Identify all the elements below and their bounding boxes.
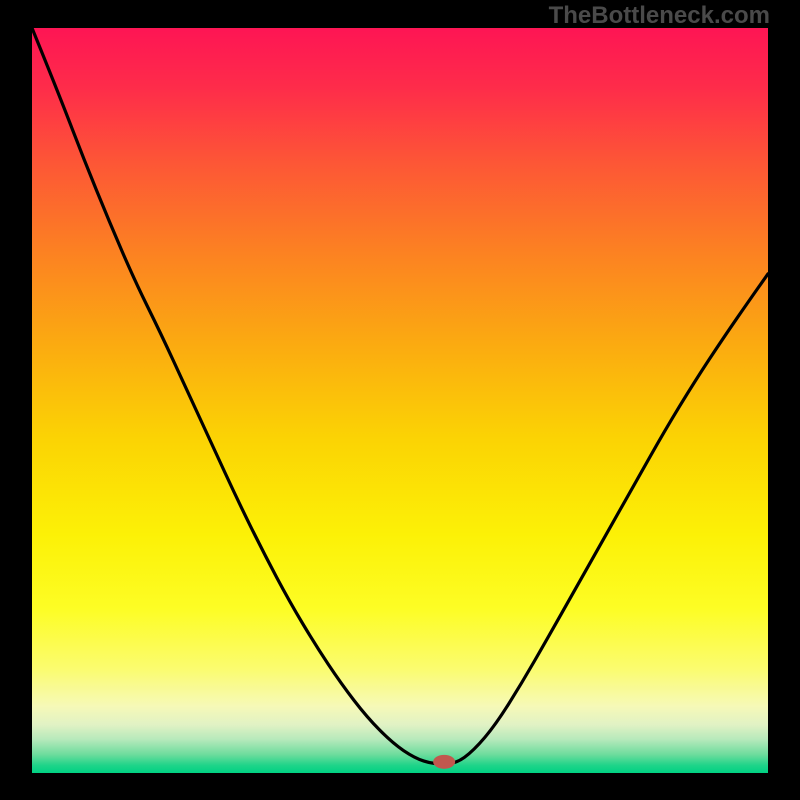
bottleneck-curve [32,28,768,773]
chart-frame: TheBottleneck.com [0,0,800,800]
plot-area [32,28,768,773]
curve-path [32,28,768,764]
optimal-point-marker [433,755,455,769]
attribution-label: TheBottleneck.com [549,2,770,30]
